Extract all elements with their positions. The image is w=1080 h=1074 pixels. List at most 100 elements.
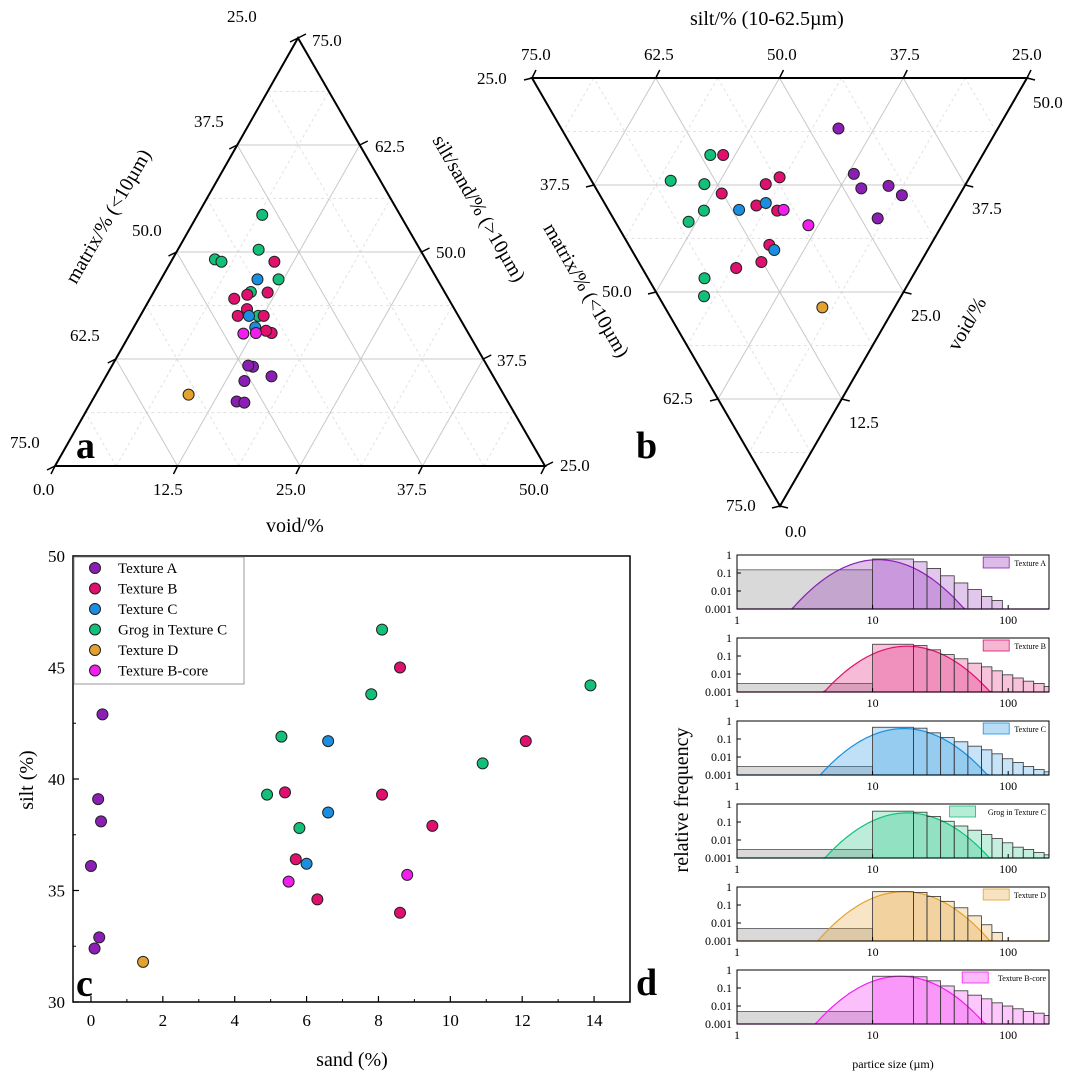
tick-mark bbox=[482, 354, 492, 360]
legend-label: Texture C bbox=[1014, 725, 1046, 734]
tick-label: 62.5 bbox=[644, 45, 674, 64]
histogram-bin bbox=[913, 811, 928, 859]
tick-mark bbox=[172, 465, 179, 475]
tick-label: 25.0 bbox=[477, 69, 507, 88]
histogram-bin bbox=[872, 891, 914, 942]
tick-mark bbox=[417, 465, 424, 475]
data-point-texture-a bbox=[847, 167, 860, 180]
histogram-bin bbox=[981, 749, 993, 776]
histogram-bin bbox=[926, 732, 942, 776]
y-tick-label: 0.1 bbox=[717, 815, 732, 829]
data-point-texture-b bbox=[279, 786, 292, 799]
grid-line bbox=[655, 77, 780, 293]
tick-mark bbox=[903, 291, 912, 295]
y-tick-label: 0.001 bbox=[705, 851, 732, 865]
panel-a-ternary: 25.0 37.5 50.0 62.5 75.0 75.0 62.5 50.0 37.5 25.0… bbox=[10, 7, 590, 537]
tick-mark bbox=[540, 465, 546, 475]
tick-mark bbox=[297, 33, 307, 39]
y-tick-label: 0.01 bbox=[711, 999, 732, 1013]
histogram-bin bbox=[1022, 849, 1035, 859]
y-tick-label: 0.1 bbox=[717, 981, 732, 995]
tick-label: 25.0 bbox=[276, 480, 306, 499]
data-point-texture-d bbox=[137, 955, 150, 968]
grid-line bbox=[176, 251, 301, 467]
tick-mark bbox=[709, 398, 719, 402]
histogram-bin bbox=[981, 998, 993, 1025]
y-tick-label: 0.1 bbox=[717, 649, 732, 663]
tick-mark bbox=[655, 69, 661, 79]
y-tick-label: 45 bbox=[48, 659, 65, 678]
histogram-bin bbox=[953, 825, 969, 859]
histogram-bin bbox=[981, 666, 993, 693]
tick-label: 37.5 bbox=[972, 199, 1002, 218]
x-tick-label: 1 bbox=[734, 945, 740, 959]
histogram-bin bbox=[926, 896, 942, 942]
grid-line bbox=[206, 198, 362, 467]
histogram-bin bbox=[926, 568, 942, 610]
data-point-grog-in-texture-c bbox=[275, 730, 288, 743]
tick-mark bbox=[1026, 77, 1036, 81]
y-tick-label: 1 bbox=[726, 797, 732, 811]
subplot-frame bbox=[736, 554, 1050, 610]
legend-label: Texture C bbox=[118, 602, 177, 618]
data-point-grog-in-texture-c bbox=[584, 679, 597, 692]
histogram-bin bbox=[967, 915, 982, 942]
data-point-texture-a bbox=[88, 942, 101, 955]
panel-c-scatter: 0 2 4 6 8 10 12 14 30 35 40 45 50 sand (%) silt (%) Tex… bbox=[16, 547, 631, 1071]
grid-line bbox=[717, 77, 904, 400]
data-point-grog-in-texture-c bbox=[293, 822, 306, 835]
data-point-texture-b-core bbox=[237, 327, 250, 340]
legend-label: Texture D bbox=[1014, 891, 1046, 900]
legend-label: Texture B bbox=[118, 582, 177, 598]
subplot-frame bbox=[736, 637, 1050, 693]
histogram-bin bbox=[940, 575, 955, 610]
y-tick-label: 1 bbox=[726, 963, 732, 977]
legend-label: Texture A bbox=[118, 561, 178, 577]
data-point-texture-a bbox=[871, 212, 884, 225]
histogram-bin bbox=[926, 649, 942, 693]
grid-line bbox=[593, 77, 812, 453]
histogram-bin bbox=[913, 561, 928, 610]
histogram-bin bbox=[967, 829, 982, 859]
tick-mark bbox=[1026, 69, 1032, 79]
y-tick-label: 0.01 bbox=[711, 750, 732, 764]
data-point-grog-in-texture-c bbox=[476, 757, 489, 770]
x-tick-label: 100 bbox=[999, 945, 1017, 959]
histogram-bin bbox=[872, 726, 914, 776]
legend-label: Texture D bbox=[118, 643, 178, 659]
data-point-texture-c bbox=[322, 806, 335, 819]
histogram-bin bbox=[913, 727, 928, 776]
axis-label-right: silt/sand/% (>10µm) bbox=[428, 132, 530, 286]
panel-letter-b: b bbox=[636, 425, 657, 467]
y-tick-label: 0.001 bbox=[705, 768, 732, 782]
histogram-bin bbox=[940, 985, 955, 1025]
data-point-texture-a bbox=[238, 374, 251, 387]
histogram-bin bbox=[913, 976, 928, 1025]
histogram-bin bbox=[872, 810, 914, 859]
axis-label-top: silt/% (10-62.5µm) bbox=[690, 8, 844, 30]
data-point-texture-b bbox=[257, 309, 270, 322]
data-point-texture-a bbox=[93, 931, 106, 944]
tick-mark bbox=[965, 184, 974, 188]
tick-label: 25.0 bbox=[227, 7, 257, 26]
x-axis-label: sand (%) bbox=[316, 1049, 388, 1071]
x-tick-label: 10 bbox=[867, 1028, 879, 1042]
y-tick-label: 0.001 bbox=[705, 1017, 732, 1031]
x-tick-label: 10 bbox=[442, 1011, 459, 1030]
tick-label: 62.5 bbox=[663, 389, 693, 408]
grid-line bbox=[624, 77, 719, 239]
axis-label-left: matrix/% (<10µm) bbox=[61, 146, 156, 288]
tick-mark bbox=[544, 461, 554, 467]
x-tick-label: 10 bbox=[867, 945, 879, 959]
histogram-bin bbox=[1001, 1005, 1014, 1025]
data-point-grog-in-texture-c bbox=[698, 272, 711, 285]
grid-line bbox=[360, 305, 453, 467]
x-tick-label: 8 bbox=[374, 1011, 383, 1030]
x-tick-label: 1 bbox=[734, 696, 740, 710]
y-tick-label: 0.001 bbox=[705, 685, 732, 699]
data-point-texture-d bbox=[182, 388, 195, 401]
histogram-bin bbox=[953, 582, 969, 610]
grid-line bbox=[422, 358, 484, 467]
x-tick-label: 2 bbox=[159, 1011, 168, 1030]
